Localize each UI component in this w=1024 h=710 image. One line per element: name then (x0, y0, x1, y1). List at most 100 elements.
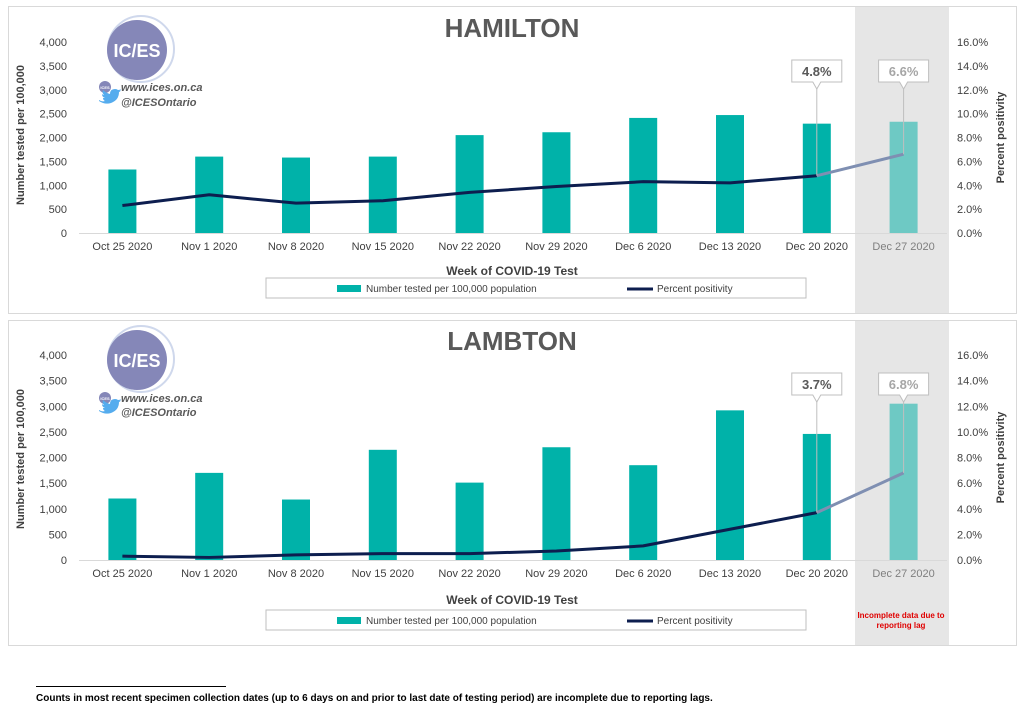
bar (716, 410, 744, 560)
legend-line-label: Percent positivity (657, 616, 733, 627)
chart-title: HAMILTON (445, 13, 580, 43)
website-text: www.ices.on.ca (121, 82, 203, 94)
twitter-handle: @ICESOntario (121, 97, 197, 109)
website-text: www.ices.on.ca (121, 393, 203, 405)
y2-tick-label: 6.0% (957, 478, 982, 490)
logo-circle (107, 20, 167, 80)
x-tick-label: Nov 8 2020 (268, 241, 324, 253)
bar (542, 132, 571, 233)
y-tick-label: 1,500 (39, 478, 67, 490)
logo-circle (107, 330, 167, 390)
percent-positivity-line-incomplete (816, 471, 905, 514)
x-axis-title: Week of COVID-19 Test (446, 593, 578, 607)
x-axis-title: Week of COVID-19 Test (446, 264, 578, 278)
x-tick-label: Nov 29 2020 (525, 241, 587, 253)
y-tick-label: 3,500 (39, 376, 67, 388)
y-tick-label: 1,000 (39, 180, 67, 192)
bar (368, 156, 397, 233)
y2-tick-label: 10.0% (957, 109, 988, 121)
y2-tick-label: 0.0% (957, 555, 982, 567)
ices-logo: IC/ES ICES www.ices.on.ca @ICESOntario (99, 15, 203, 109)
footnote: Counts in most recent specimen collectio… (36, 693, 713, 704)
callout-label: 3.7% (802, 377, 832, 392)
bar (108, 498, 137, 560)
y-tick-label: 2,500 (39, 427, 67, 439)
x-tick-label: Dec 20 2020 (786, 568, 848, 580)
incomplete-data-note: Incomplete data due to reporting lag (857, 611, 945, 630)
bar (282, 157, 310, 233)
y-tick-label: 0 (61, 228, 67, 240)
bar (542, 447, 571, 560)
callout-label: 6.8% (889, 377, 919, 392)
hamilton-chart: HAMILTON 0 500 1,000 1,500 2,000 2,500 3,000 3,5… (15, 7, 1007, 313)
y-tick-label: 2,500 (39, 109, 67, 121)
y2-tick-label: 12.0% (957, 85, 988, 97)
x-tick-label: Dec 27 2020 (872, 568, 934, 580)
logo-text: IC/ES (113, 41, 160, 61)
y2-tick-label: 16.0% (957, 350, 988, 362)
bar (629, 117, 658, 233)
x-tick-label: Dec 13 2020 (699, 241, 761, 253)
y-tick-label: 500 (49, 204, 67, 216)
x-tick-label: Oct 25 2020 (92, 568, 152, 580)
x-tick-label: Nov 22 2020 (438, 241, 500, 253)
y-tick-label: 500 (49, 529, 67, 541)
twitter-handle: @ICESOntario (121, 407, 197, 419)
bar (195, 472, 224, 560)
y2-tick-label: 4.0% (957, 504, 982, 516)
twitter-icon (99, 89, 121, 104)
ices-badge-text: ICES (100, 85, 110, 90)
x-tick-label: Nov 22 2020 (438, 568, 500, 580)
x-tick-label: Dec 27 2020 (872, 241, 934, 253)
legend-box (265, 277, 807, 299)
legend: Number tested per 100,000 population Perc… (265, 277, 807, 299)
y-tick-label: 1,500 (39, 156, 67, 168)
callout-box (791, 372, 843, 404)
bar (455, 135, 484, 233)
callout-box (878, 59, 930, 91)
y-tick-label: 3,000 (39, 401, 67, 413)
legend-line-label: Percent positivity (657, 284, 733, 295)
x-tick-label: Nov 1 2020 (181, 241, 237, 253)
y2-tick-label: 6.0% (957, 156, 982, 168)
y-tick-label: 0 (61, 555, 67, 567)
y2-axis-title: Percent positivity (995, 91, 1007, 184)
x-tick-label: Dec 6 2020 (615, 568, 671, 580)
y2-tick-label: 14.0% (957, 61, 988, 73)
y-axis-title: Number tested per 100,000 (15, 65, 27, 205)
ices-badge-icon (99, 392, 111, 404)
bar (716, 115, 744, 233)
y-axis-title: Number tested per 100,000 (15, 389, 27, 529)
legend-bar-label: Number tested per 100,000 population (366, 284, 537, 295)
lambton-chart-panel: LAMBTON 0 500 1,000 1,500 2,000 2,500 3,000 3,50… (8, 320, 1017, 646)
ices-logo: IC/ES ICES www.ices.on.ca @ICESOntario (99, 325, 203, 419)
y2-tick-label: 0.0% (957, 228, 982, 240)
bar (282, 499, 310, 560)
y2-tick-label: 16.0% (957, 37, 988, 49)
bar (108, 169, 137, 233)
callout-box (878, 372, 930, 404)
logo-text: IC/ES (113, 351, 160, 371)
y-tick-label: 4,000 (39, 350, 67, 362)
x-tick-label: Oct 25 2020 (92, 241, 152, 253)
y2-tick-label: 8.0% (957, 453, 982, 465)
y-tick-label: 4,000 (39, 37, 67, 49)
legend: Number tested per 100,000 population Perc… (265, 609, 807, 631)
x-tick-label: Nov 8 2020 (268, 568, 324, 580)
y2-tick-label: 8.0% (957, 133, 982, 145)
y-tick-label: 1,000 (39, 504, 67, 516)
twitter-icon (99, 399, 121, 414)
x-tick-label: Nov 29 2020 (525, 568, 587, 580)
y2-tick-label: 12.0% (957, 401, 988, 413)
y2-tick-label: 2.0% (957, 529, 982, 541)
y-tick-label: 3,000 (39, 85, 67, 97)
x-tick-label: Dec 20 2020 (786, 241, 848, 253)
x-tick-label: Nov 15 2020 (352, 568, 414, 580)
hamilton-chart-panel: HAMILTON 0 500 1,000 1,500 2,000 2,500 3,000 3,5… (8, 6, 1017, 314)
legend-bar-swatch (337, 617, 361, 624)
ices-badge-text: ICES (100, 396, 110, 401)
callout-label: 6.6% (889, 64, 919, 79)
x-tick-label: Dec 13 2020 (699, 568, 761, 580)
y2-tick-label: 10.0% (957, 427, 988, 439)
callout-box (791, 59, 843, 91)
